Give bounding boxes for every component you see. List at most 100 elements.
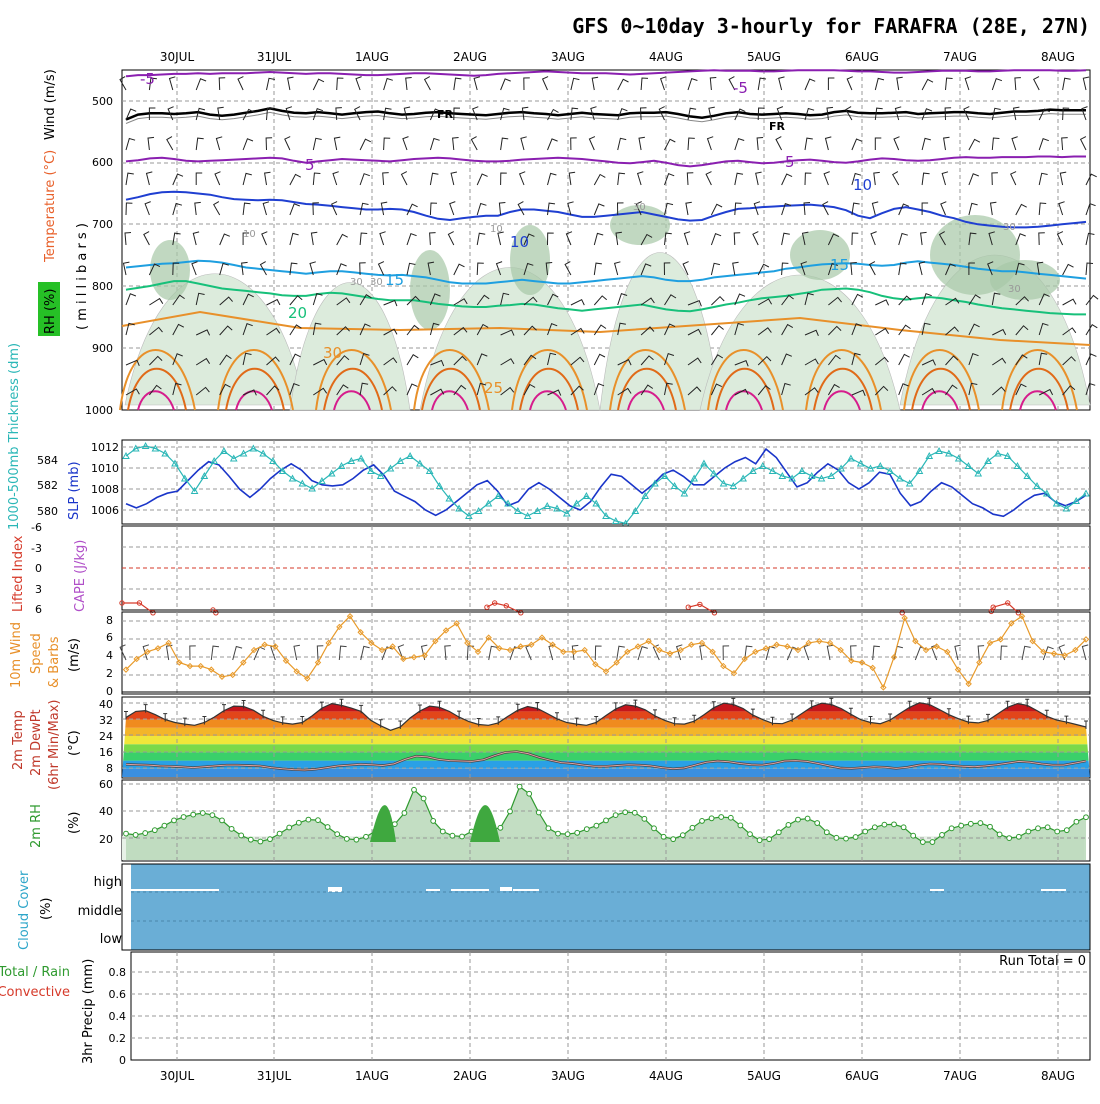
wind-barb <box>194 201 201 216</box>
rh2m-marker <box>660 833 667 840</box>
wind10m-barb <box>954 644 961 661</box>
wind-barb <box>262 201 270 216</box>
rh2m-marker <box>919 839 926 845</box>
wind10m-barb <box>675 644 683 661</box>
thickness-marker <box>827 471 836 479</box>
thickness-marker <box>533 506 542 514</box>
wind-barb <box>500 386 515 396</box>
wind-barb <box>804 78 816 91</box>
thickness-marker <box>993 449 1002 457</box>
wind-barb <box>640 384 654 396</box>
temp-minmax-marker <box>750 708 755 718</box>
thickness-marker <box>269 456 277 464</box>
wind-barb <box>473 76 481 91</box>
rh2m-marker <box>699 818 705 824</box>
wind10m-barb <box>722 645 730 661</box>
rh2m-marker <box>833 834 840 841</box>
wind10m-marker <box>784 643 791 650</box>
wind-barb <box>593 262 602 276</box>
rh2m-marker <box>756 837 763 844</box>
wind-barb <box>403 106 411 121</box>
rh2m-marker <box>987 823 993 830</box>
wind10m-frame <box>121 611 1091 695</box>
rh2m-marker <box>747 831 753 838</box>
wind-barb <box>289 295 303 306</box>
wind-barb <box>781 262 789 276</box>
wind10m-marker <box>421 652 428 659</box>
wind-barb <box>265 137 273 151</box>
wind-barb <box>195 78 207 91</box>
rh2m-marker <box>420 795 427 802</box>
thickness-marker <box>886 466 894 474</box>
wind-barb <box>664 173 675 186</box>
thickness-marker <box>847 454 855 462</box>
cloud-gap <box>131 889 219 891</box>
wind-barb <box>968 232 977 246</box>
wind-barb <box>1036 261 1044 276</box>
rh2m-ylabel-2: (%) <box>67 812 82 835</box>
wind-barb <box>593 295 608 306</box>
wind-barb <box>219 354 232 366</box>
thickness-marker <box>200 471 209 479</box>
rh2m-marker <box>651 825 657 832</box>
bottom-date-label: 4AUG <box>649 1069 683 1083</box>
wind-barb <box>547 108 559 121</box>
wind-barb <box>450 171 458 186</box>
wind10m-marker <box>816 637 823 645</box>
rh-shading-core <box>790 230 850 280</box>
wind10m-marker <box>432 637 439 645</box>
temp-contour-30 <box>225 367 285 411</box>
wind-barb <box>617 359 632 366</box>
temp-contour-35 <box>529 390 567 411</box>
wind-barb <box>336 297 351 306</box>
wind-barb <box>523 77 530 91</box>
wind-barb <box>941 171 949 186</box>
thickness-marker <box>954 454 963 462</box>
wind-barb <box>172 294 185 306</box>
wind-barb <box>846 76 853 91</box>
thickness-marker <box>1042 489 1051 497</box>
wind-barb <box>359 202 369 216</box>
wind-barb <box>940 201 947 216</box>
rh2m-ticks: 20 40 60 <box>99 778 113 846</box>
wind10m-marker <box>314 659 322 666</box>
thickness-marker <box>631 506 640 514</box>
wind-barb <box>242 323 253 336</box>
rh2m-marker <box>439 828 446 835</box>
wind10m-marker <box>154 645 162 652</box>
wind-barb <box>523 262 534 276</box>
thickness-marker <box>131 444 140 452</box>
temp-band <box>122 768 1090 777</box>
wind10m-marker <box>741 655 748 663</box>
temp-band <box>122 760 1090 769</box>
temp-minmax-marker <box>300 716 305 725</box>
wind-barb <box>920 231 927 246</box>
temp2m-tick: 24 <box>99 730 113 743</box>
wind-barb <box>1085 382 1096 396</box>
wind-barb <box>874 77 885 91</box>
slp-thickness-panel: 580 582 584 1006 1008 1010 1012 1000-500… <box>7 343 1091 530</box>
wind10m-barb <box>210 645 220 661</box>
top-date-label: 3AUG <box>551 50 585 64</box>
wind-barb <box>195 386 210 396</box>
wind10m-barb <box>488 645 498 661</box>
wind-barb <box>992 328 1007 336</box>
cloud-level-high: high <box>94 875 122 890</box>
wind10m-marker <box>240 659 247 666</box>
wind-barb <box>921 387 936 396</box>
wind-barb <box>706 136 714 151</box>
rh2m-marker <box>891 821 897 828</box>
wind10m-marker <box>400 655 407 663</box>
wind-barb <box>781 232 790 246</box>
wind10m-barb <box>637 645 648 661</box>
temp-contour-35 <box>921 390 959 411</box>
cloud-fill <box>131 864 1090 950</box>
precip-ticks: 0 0.2 0.4 0.6 0.8 <box>109 966 127 1067</box>
wind-barb <box>874 385 889 396</box>
temp-contour-30 <box>1009 367 1069 411</box>
wind10m-marker <box>656 646 663 654</box>
wind-barb <box>728 76 736 91</box>
rh2m-marker <box>334 831 341 838</box>
wind10m-barb <box>119 644 127 661</box>
rh2m-marker <box>123 830 129 837</box>
